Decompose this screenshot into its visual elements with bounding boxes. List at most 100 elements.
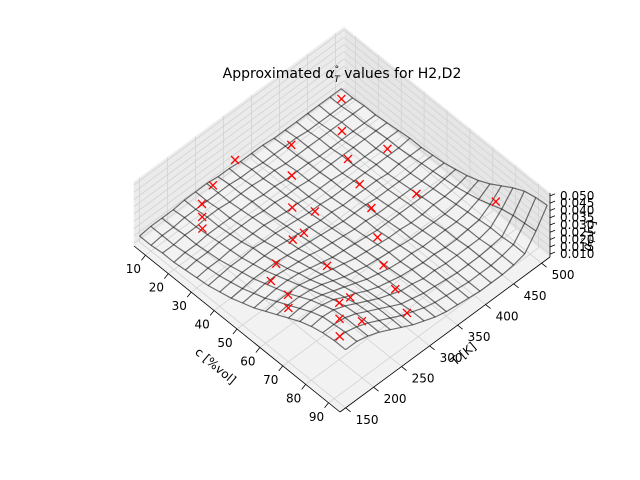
x-tick-label: 90 — [309, 410, 324, 424]
y-tick-label: 400 — [496, 310, 519, 324]
x-tick-label: 20 — [149, 281, 164, 295]
data-point-marker — [299, 228, 309, 238]
data-point-marker — [286, 140, 296, 150]
z-tick-label: 0.015 — [560, 240, 594, 254]
x-gridline — [168, 54, 379, 275]
wire-column — [173, 114, 376, 263]
data-point-marker — [373, 232, 382, 242]
gridlines — [133, 29, 551, 409]
data-point-marker — [345, 292, 355, 302]
z-tick — [549, 251, 556, 255]
data-point-marker — [287, 203, 297, 213]
wire-column — [139, 88, 342, 237]
data-point-marker — [336, 94, 346, 104]
y-gridline — [335, 33, 542, 264]
y-tick-label: 250 — [412, 372, 435, 386]
z-tick-label: 0.035 — [560, 211, 594, 225]
data-point-marker — [288, 235, 298, 245]
axes: 10 20 30 40 50 60 70 80 90 150 200 250 300 350 400 450 5… — [126, 189, 595, 427]
x-gridline — [305, 165, 517, 385]
z-tick-label: 0.040 — [560, 203, 594, 217]
data-points — [197, 94, 501, 341]
z-tick-label: 0.025 — [560, 225, 594, 239]
x-tick-label: 40 — [194, 318, 209, 332]
surface-wireframe — [139, 88, 548, 351]
z-tick-label: 0.045 — [560, 196, 594, 210]
y-tick-label: 150 — [356, 413, 379, 427]
data-point-marker — [491, 197, 501, 207]
y-tick — [457, 324, 463, 330]
z-gridline — [133, 80, 551, 248]
z-axis-label: α°T [-] — [579, 219, 601, 252]
wire-column — [162, 105, 365, 254]
z-tick-label: 0.010 — [560, 247, 594, 261]
y-tick — [401, 366, 407, 371]
wire-column — [310, 187, 514, 327]
y-tick — [541, 262, 547, 268]
data-point-marker — [197, 212, 207, 222]
y-gridline — [139, 177, 346, 409]
z-tick — [549, 229, 556, 233]
wire-column — [207, 137, 411, 287]
z-tick — [549, 208, 556, 211]
x-tick-label: 10 — [126, 262, 141, 276]
z-tick-label: 0.030 — [560, 218, 594, 232]
y-tick — [345, 407, 351, 413]
data-point-marker — [283, 290, 293, 300]
data-point-marker — [357, 316, 367, 326]
z-tick — [549, 237, 556, 240]
z-gridline — [133, 36, 551, 204]
wire-column — [150, 97, 353, 246]
z-gridline — [133, 65, 551, 233]
data-point-marker — [197, 224, 207, 234]
wire-column — [265, 175, 468, 312]
data-point-marker — [287, 171, 297, 180]
data-point-marker — [283, 303, 293, 313]
data-point-marker — [271, 259, 281, 269]
data-point-marker — [383, 144, 392, 154]
x-tick-label: 50 — [217, 336, 232, 350]
z-tick-label: 0.020 — [560, 233, 594, 247]
data-point-marker — [379, 260, 389, 270]
wire-column — [253, 168, 456, 309]
data-point-marker — [355, 179, 365, 189]
x-gridline — [213, 91, 425, 311]
x-tick-label: 60 — [240, 354, 255, 368]
data-point-marker — [343, 154, 353, 164]
x-tick — [209, 310, 215, 316]
data-point-marker — [335, 314, 344, 324]
wire-column — [276, 180, 479, 316]
y-tick-label: 300 — [440, 351, 463, 365]
data-point-marker — [208, 180, 218, 190]
wire-column — [219, 146, 422, 293]
y-gridline — [195, 136, 402, 367]
y-tick — [513, 283, 519, 289]
x-gridline — [328, 183, 539, 404]
data-point-marker — [411, 189, 421, 199]
data-point-marker — [335, 331, 345, 341]
data-point-marker — [310, 206, 320, 216]
z-tick — [549, 244, 556, 248]
y-tick — [373, 386, 379, 392]
data-point-marker — [197, 199, 207, 209]
z-gridline — [133, 87, 551, 255]
x-tick — [232, 328, 238, 335]
y-tick-label: 350 — [468, 330, 491, 344]
x-tick — [186, 291, 192, 298]
wire-column — [185, 122, 388, 271]
data-point-marker — [366, 203, 376, 213]
z-gridline — [133, 58, 551, 226]
y-gridline — [251, 95, 458, 326]
x-gridline — [282, 146, 494, 367]
z-tick — [549, 215, 556, 219]
wire-column — [345, 204, 548, 351]
x-tick — [278, 365, 284, 372]
z-tick — [549, 222, 556, 226]
y-tick-label: 200 — [384, 392, 407, 406]
y-axis-line — [339, 256, 551, 413]
y-tick — [429, 345, 435, 351]
wire-column — [288, 183, 491, 319]
y-gridline — [167, 157, 374, 388]
wire-column — [333, 197, 537, 341]
